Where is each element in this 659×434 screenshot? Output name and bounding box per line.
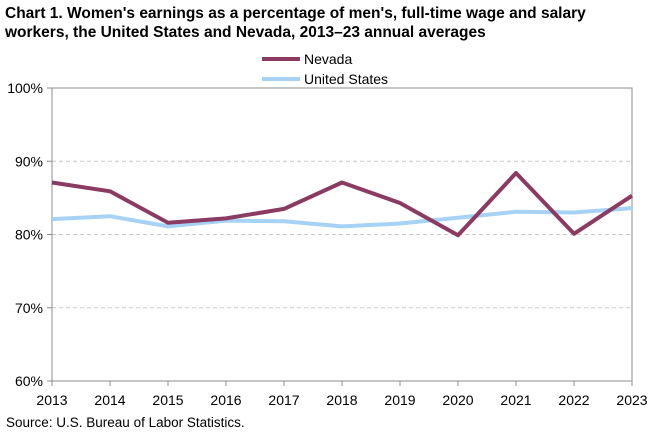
x-tick-label-2014: 2014	[94, 392, 125, 408]
y-tick-label-70: 70%	[15, 300, 43, 316]
legend: Nevada United States	[262, 49, 388, 89]
x-tick-label-2015: 2015	[152, 392, 183, 408]
x-tick-label-2022: 2022	[558, 392, 589, 408]
x-tick-label-2017: 2017	[268, 392, 299, 408]
x-tick-label-2020: 2020	[442, 392, 473, 408]
legend-swatch-united-states	[262, 77, 300, 81]
x-tick-label-2019: 2019	[384, 392, 415, 408]
legend-label-united-states: United States	[304, 71, 389, 87]
source-note: Source: U.S. Bureau of Labor Statistics.	[6, 415, 245, 430]
legend-item-nevada: Nevada	[262, 49, 388, 69]
chart-title-line-2: workers, the United States and Nevada, 2…	[5, 24, 486, 41]
y-tick-label-60: 60%	[15, 373, 43, 389]
x-tick-label-2018: 2018	[326, 392, 357, 408]
chart-title: Chart 1. Women's earnings as a percentag…	[5, 4, 655, 42]
series-line-united-states	[51, 206, 633, 229]
chart-title-line-1: Chart 1. Women's earnings as a percentag…	[5, 5, 586, 22]
y-tick-label-90: 90%	[15, 153, 43, 169]
x-tick-label-2021: 2021	[500, 392, 531, 408]
y-tick-label-100: 100%	[7, 80, 43, 96]
legend-item-united-states: United States	[262, 69, 388, 89]
legend-label-nevada: Nevada	[304, 51, 353, 67]
x-tick-label-2016: 2016	[210, 392, 241, 408]
y-tick-label-80: 80%	[15, 227, 43, 243]
x-tick-label-2023: 2023	[616, 392, 647, 408]
legend-swatch-nevada	[262, 57, 300, 61]
x-tick-label-2013: 2013	[36, 392, 67, 408]
